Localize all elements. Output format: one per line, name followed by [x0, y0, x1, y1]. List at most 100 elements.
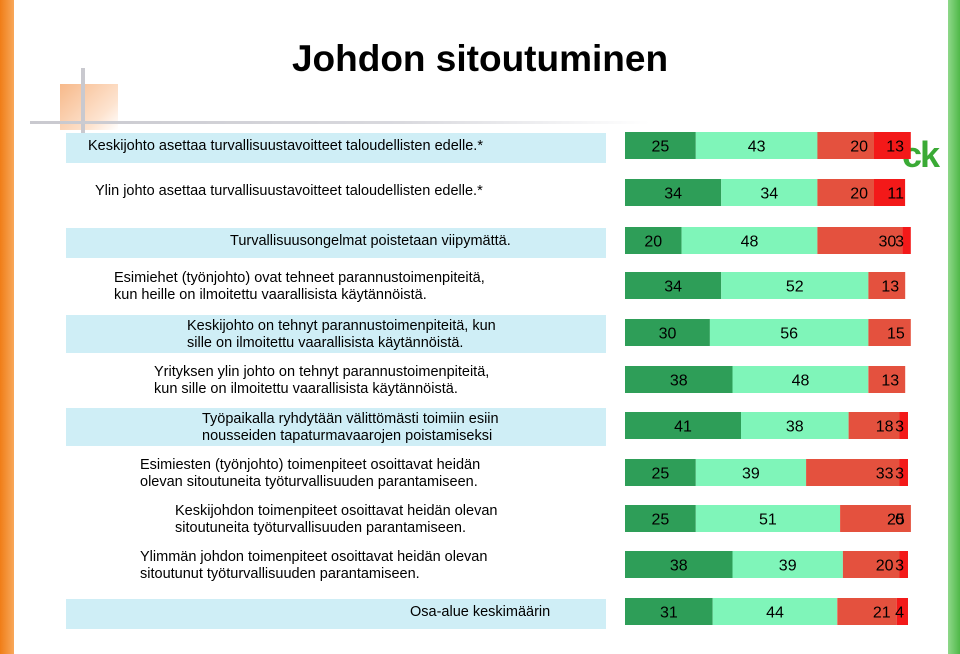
right-decorative-strip	[948, 0, 960, 654]
bar-segment-r2-s2	[721, 179, 818, 206]
bar-segment-r1-s4	[874, 132, 911, 159]
data-label-r1-s3: 20	[850, 139, 868, 156]
bar-segment-r10-s3	[842, 551, 900, 578]
bar-segment-r7-s1	[625, 412, 741, 439]
bar-segment-r6-s3	[868, 366, 906, 393]
data-label-r3-s2: 48	[741, 234, 759, 251]
data-label-r2-s2: 34	[760, 186, 778, 203]
data-label-r11-s1: 31	[660, 605, 678, 622]
row-label-line: Ylin johto asettaa turvallisuustavoittee…	[95, 183, 483, 199]
bar-segment-r6-s1	[625, 366, 733, 393]
data-label-r1-s2: 43	[748, 139, 766, 156]
bar-segment-r3-s3	[817, 227, 903, 254]
data-label-r10-s4: 3	[895, 558, 904, 575]
row-label-line: Turvallisuusongelmat poistetaan viipymät…	[230, 233, 511, 249]
row-label-line: nousseiden tapaturmavaarojen poistamisek…	[202, 428, 493, 444]
bar-segment-r10-s2	[732, 551, 843, 578]
row-label-11: Osa-alue keskimäärin	[66, 599, 606, 629]
data-label-r11-s2: 44	[766, 605, 784, 622]
data-label-r10-s3: 20	[876, 558, 894, 575]
data-label-r2-s3: 20	[850, 186, 868, 203]
bar-segment-r9-s1	[625, 505, 696, 532]
row-label-line: olevan sitoutuneita työturvallisuuden pa…	[140, 474, 478, 490]
data-label-r11-s3: 21	[873, 605, 891, 622]
row-label-line: Yrityksen ylin johto on tehnyt parannust…	[154, 364, 490, 380]
data-label-r9-s2: 51	[759, 512, 777, 529]
data-label-r7-s2: 38	[786, 419, 804, 436]
data-label-r2-s4: 11	[887, 186, 904, 203]
bar-segment-r7-s3	[848, 412, 900, 439]
row-label-8: Esimiesten (työnjohto) toimenpiteet osoi…	[140, 455, 480, 491]
row-label-3: Turvallisuusongelmat poistetaan viipymät…	[66, 228, 606, 258]
data-label-r10-s2: 39	[779, 558, 797, 575]
row-label-line: Esimiesten (työnjohto) toimenpiteet osoi…	[140, 457, 481, 473]
row-label-10: Ylimmän johdon toimenpiteet osoittavat h…	[140, 547, 487, 583]
data-label-r6-s2: 48	[792, 373, 810, 390]
bar-segment-r11-s2	[712, 598, 838, 625]
data-label-r8-s1: 25	[652, 466, 670, 483]
row-label-line: Osa-alue keskimäärin	[410, 604, 551, 620]
bar-segment-r1-s2	[695, 132, 818, 159]
bar-segment-r10-s4	[899, 551, 908, 578]
bar-segment-r6-s2	[732, 366, 869, 393]
row-label-6: Yrityksen ylin johto on tehnyt parannust…	[154, 362, 489, 398]
bar-segment-r9-s3	[840, 505, 911, 532]
data-label-r6-s1: 38	[670, 373, 688, 390]
bar-segment-r8-s4	[899, 459, 908, 486]
left-decorative-strip	[0, 0, 14, 654]
bar-segment-r2-s4	[874, 179, 906, 206]
bar-segment-r2-s1	[625, 179, 722, 206]
data-label-r8-s4: 3	[895, 466, 904, 483]
data-label-r4-s1: 34	[664, 279, 682, 296]
row-label-5: Keskijohto on tehnyt parannustoimenpitei…	[66, 315, 606, 353]
data-label-r7-s3: 18	[876, 419, 894, 436]
bar-segment-r11-s1	[625, 598, 713, 625]
data-label-r3-s1: 20	[644, 234, 662, 251]
bar-segment-r8-s3	[806, 459, 900, 486]
bar-segment-r5-s3	[868, 319, 911, 346]
row-label-2: Ylin johto asettaa turvallisuustavoittee…	[95, 180, 483, 206]
data-label-r4-s3: 13	[881, 279, 899, 296]
data-label-r11-s4: 4	[895, 605, 904, 622]
bar-segment-r7-s4	[899, 412, 908, 439]
decorative-horizontal-line	[30, 121, 650, 124]
bar-segment-r4-s2	[721, 272, 869, 299]
data-label-r5-s3: 15	[887, 326, 905, 343]
data-label-r2-s1: 34	[664, 186, 682, 203]
row-label-9: Keskijohdon toimenpiteet osoittavat heid…	[175, 501, 497, 537]
row-label-line: kun sille on ilmoitettu vaarallisista kä…	[154, 381, 458, 397]
bar-segment-r1-s3	[817, 132, 874, 159]
data-label-r4-s2: 52	[786, 279, 804, 296]
data-label-r1-s4: 13	[886, 139, 904, 156]
row-label-line: sitoutunut työturvallisuuden parantamise…	[140, 566, 420, 582]
data-label-r7-s4: 3	[895, 419, 904, 436]
bar-segment-r3-s4	[902, 227, 911, 254]
row-label-line: Keskijohto asettaa turvallisuustavoittee…	[88, 138, 483, 154]
bar-segment-r4-s3	[868, 272, 906, 299]
data-label-r3-s4: 3	[895, 234, 904, 251]
data-label-r8-s3: 33	[876, 466, 894, 483]
bar-segment-r5-s1	[625, 319, 710, 346]
data-label-r3-s3: 30	[879, 234, 897, 251]
row-label-line: sille on ilmoitettu vaarallisista käytän…	[187, 335, 464, 351]
row-label-line: Esimiehet (työnjohto) ovat tehneet paran…	[114, 270, 485, 286]
row-label-4: Esimiehet (työnjohto) ovat tehneet paran…	[114, 268, 485, 304]
data-label-r1-s1: 25	[652, 139, 670, 156]
data-label-r6-s3: 13	[881, 373, 899, 390]
bar-segment-r2-s3	[817, 179, 874, 206]
row-label-line: Ylimmän johdon toimenpiteet osoittavat h…	[140, 549, 488, 565]
bar-segment-r10-s1	[625, 551, 733, 578]
bar-segment-r1-s1	[625, 132, 696, 159]
row-label-line: sitoutuneita työturvallisuuden parantami…	[175, 520, 466, 536]
decorative-vertical-line	[81, 68, 85, 160]
data-label-r10-s1: 38	[670, 558, 688, 575]
data-label-r8-s2: 39	[742, 466, 760, 483]
row-label-1: Keskijohto asettaa turvallisuustavoittee…	[66, 133, 606, 163]
row-label-line: Keskijohto on tehnyt parannustoimenpitei…	[187, 318, 496, 334]
row-label-line: Keskijohdon toimenpiteet osoittavat heid…	[175, 503, 498, 519]
bar-segment-r7-s2	[741, 412, 849, 439]
data-label-r9-s4: 0	[895, 512, 904, 529]
bar-segment-r8-s2	[695, 459, 807, 486]
bar-segment-r3-s1	[625, 227, 682, 254]
row-label-line: Työpaikalla ryhdytään välittömästi toimi…	[202, 411, 499, 427]
